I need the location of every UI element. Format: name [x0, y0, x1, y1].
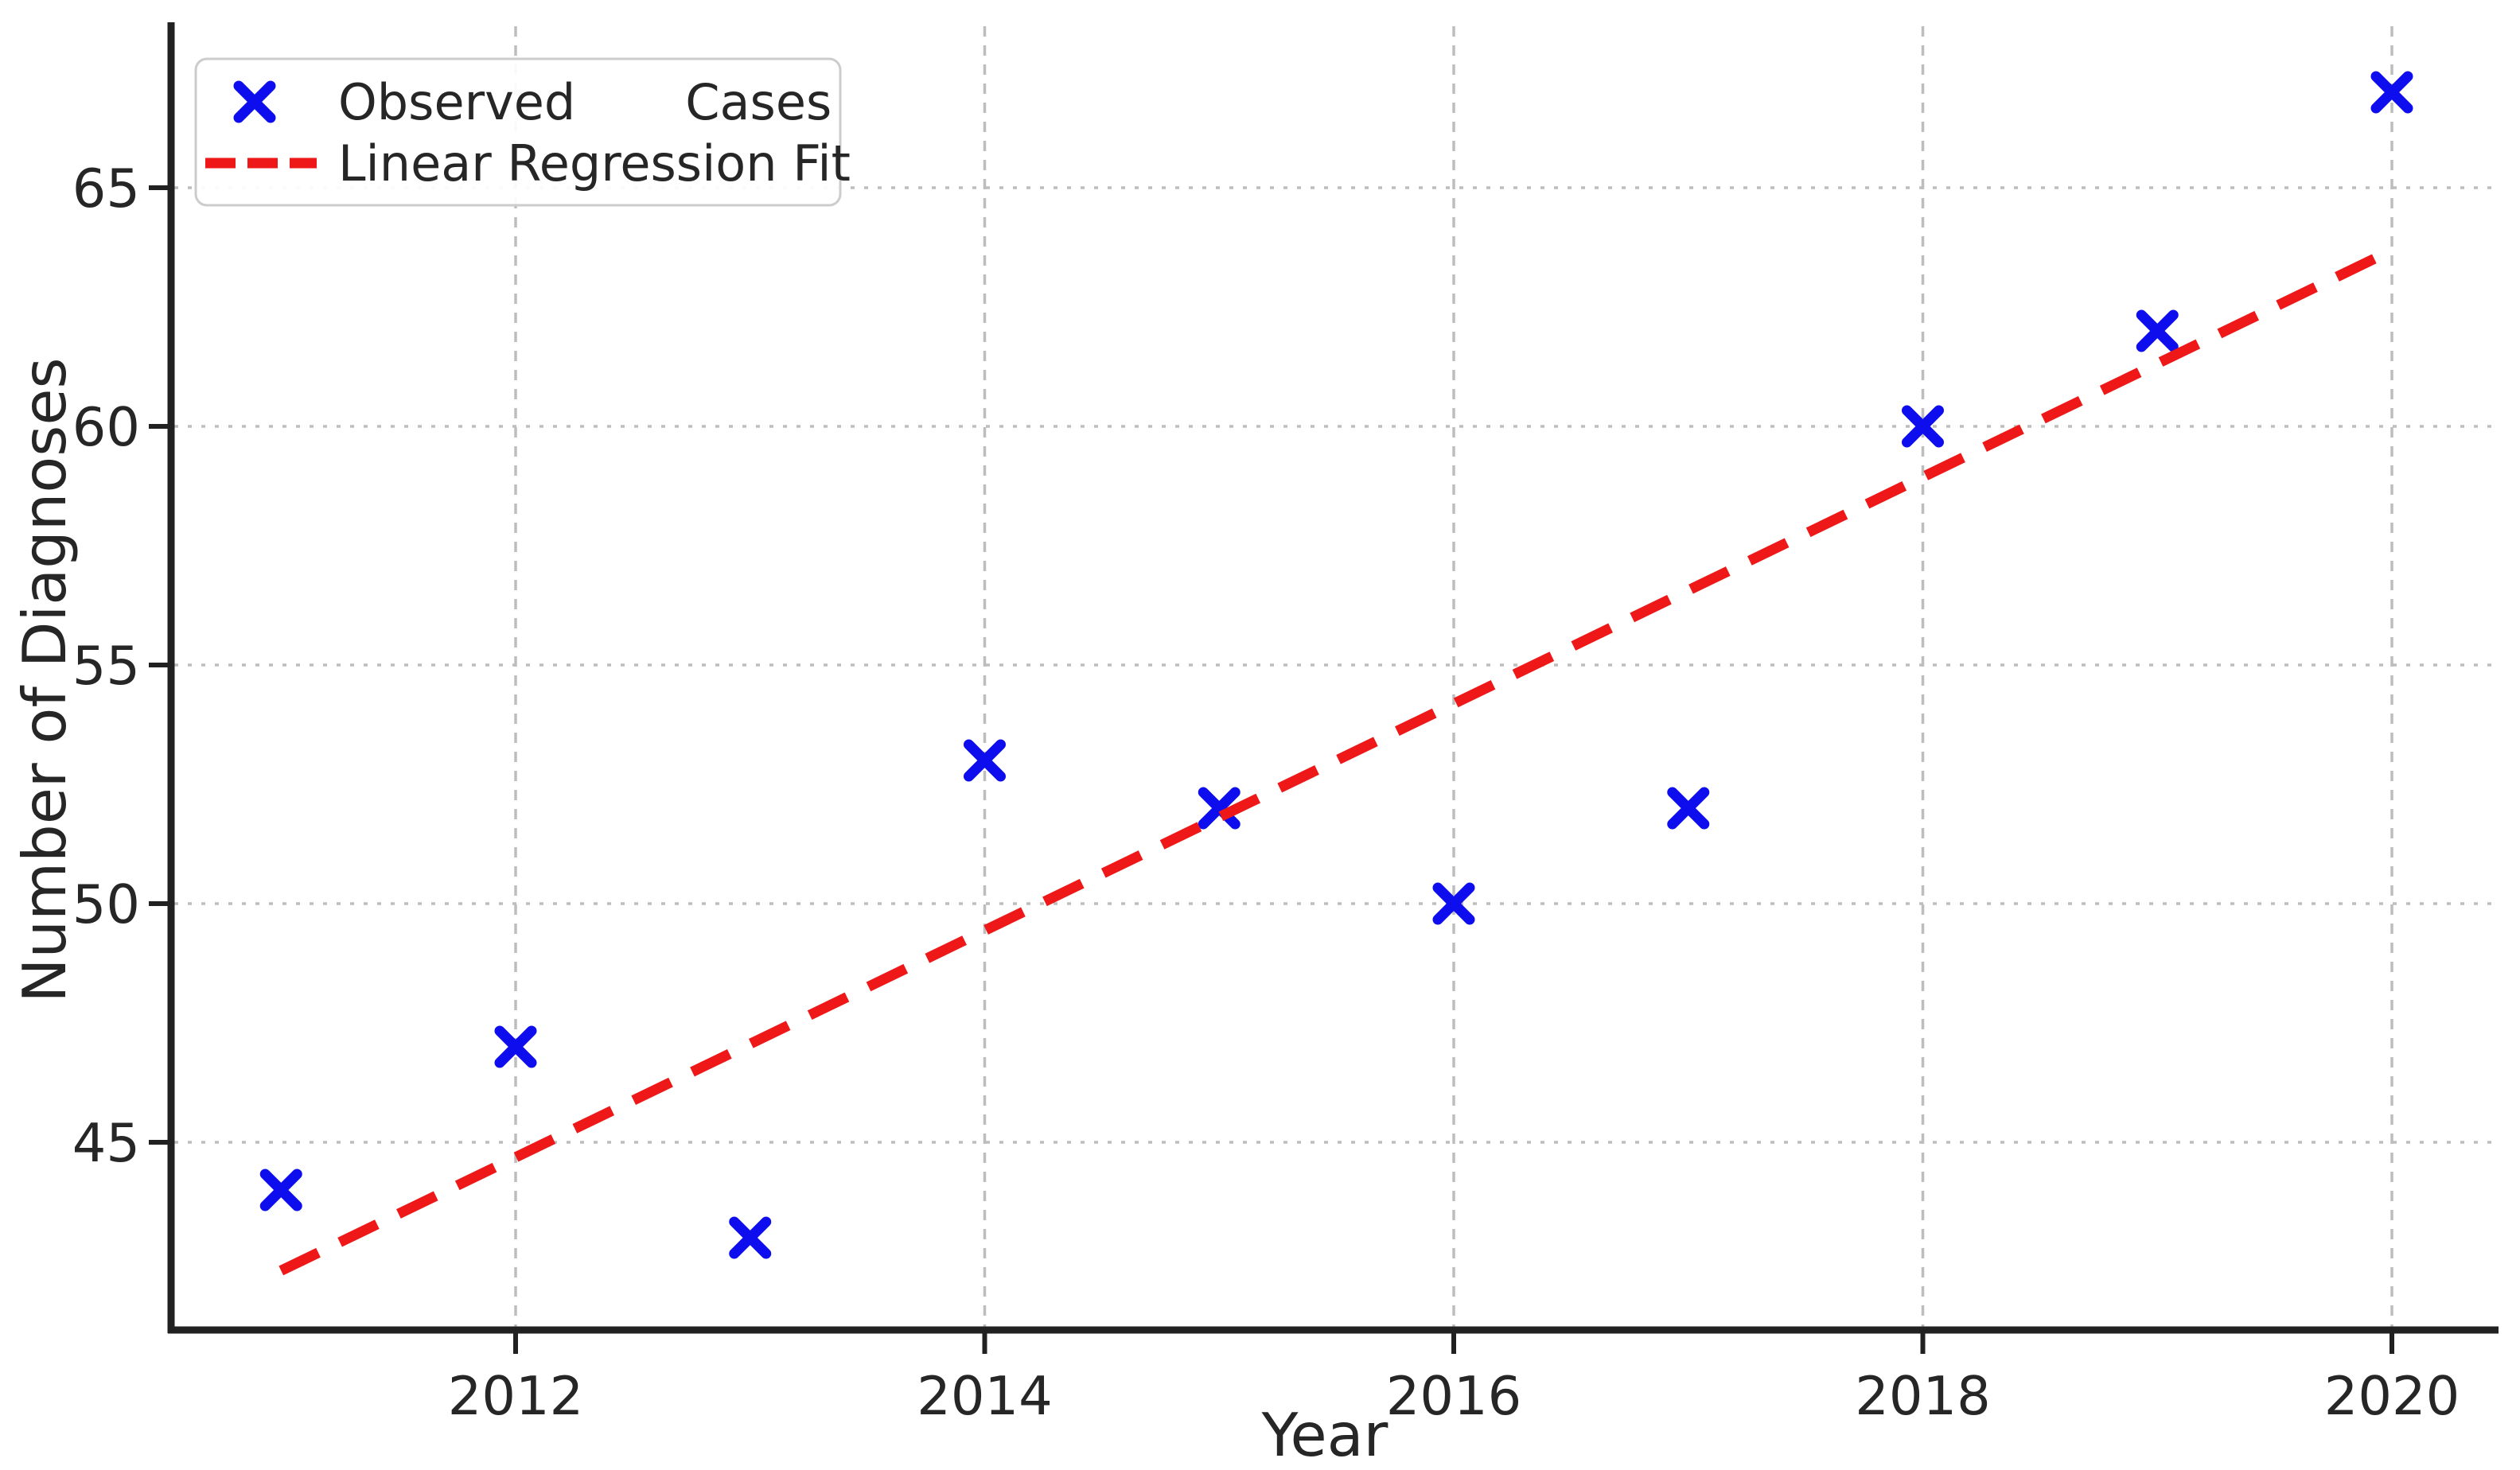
data-point-marker — [1432, 882, 1475, 925]
data-point-marker — [1667, 787, 1710, 830]
x-marker-icon — [233, 80, 276, 123]
x-axis-tick-labels: 2012 2014 2016 2018 2020 — [448, 1365, 2460, 1427]
axes-spines — [167, 22, 2499, 1334]
y-tick-label: 50 — [72, 873, 140, 935]
y-tick-label: 45 — [72, 1112, 140, 1174]
x-tick-label: 2014 — [917, 1365, 1053, 1427]
horizontal-gridlines — [174, 186, 2495, 1144]
legend-entry-regression-fit: Linear Regression Fit — [338, 134, 851, 192]
legend-box — [194, 57, 842, 207]
legend-entry-observed-cases: Observed Cases — [338, 73, 832, 131]
observed-cases-points — [259, 71, 2413, 1259]
y-axis-tick-labels: 45 50 55 60 65 — [72, 158, 140, 1174]
legend: Observed Cases Linear Regression Fit — [194, 57, 851, 207]
y-tick-label: 65 — [72, 158, 140, 220]
data-point-marker — [259, 1169, 302, 1211]
linear-regression-line — [278, 245, 2394, 1276]
x-tick-label: 2016 — [1386, 1365, 1522, 1427]
y-tick-label: 60 — [72, 396, 140, 458]
vertical-gridlines — [514, 26, 2393, 1330]
data-point-marker — [2370, 71, 2413, 114]
x-tick-label: 2012 — [448, 1365, 584, 1427]
data-point-marker — [2136, 309, 2179, 352]
x-tick-label: 2018 — [1855, 1365, 1991, 1427]
data-point-marker — [729, 1216, 772, 1259]
y-axis-label: Number of Diagnoses — [10, 357, 80, 1002]
data-point-marker — [494, 1025, 537, 1068]
y-axis-ticks — [149, 185, 171, 1145]
data-point-marker — [1902, 405, 1944, 448]
x-axis-ticks — [513, 1330, 2394, 1354]
y-tick-label: 55 — [72, 635, 140, 697]
x-axis-label: Year — [1261, 1400, 1389, 1470]
data-point-marker — [964, 739, 1006, 782]
x-tick-label: 2020 — [2324, 1365, 2460, 1427]
data-point-marker — [1198, 787, 1241, 830]
